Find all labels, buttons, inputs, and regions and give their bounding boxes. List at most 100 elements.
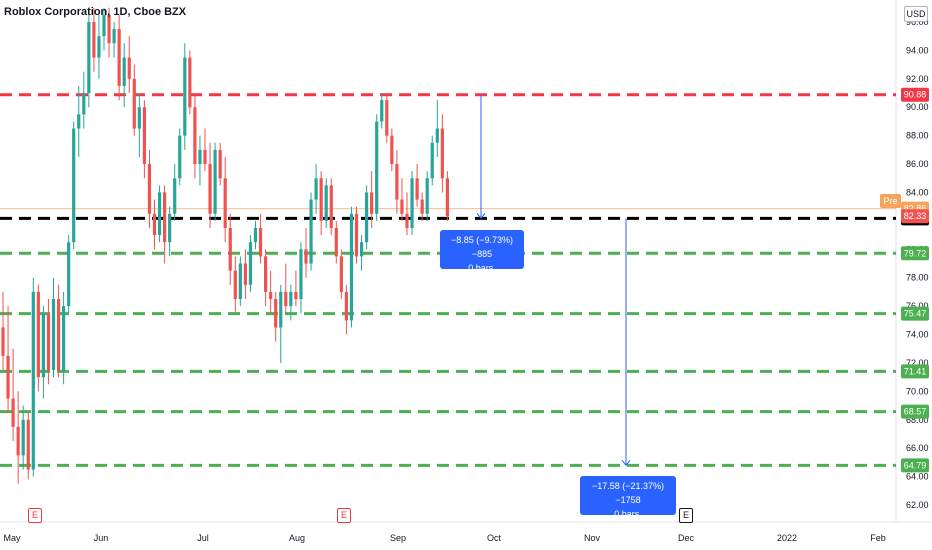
y-tick-label: 66.00 [906, 443, 929, 453]
candle-body [117, 29, 121, 86]
candle-body [405, 213, 409, 228]
price-tag-bg [901, 209, 929, 224]
candle-body [400, 199, 404, 214]
candle-body [309, 199, 313, 264]
y-tick-label: 92.00 [906, 74, 929, 84]
candle-body [314, 178, 318, 200]
measure-box-2: −17.58 (−21.37%) −1758 0 bars, [580, 476, 676, 519]
candle-body [46, 313, 51, 371]
candle-body [269, 291, 273, 300]
candle-body [193, 107, 197, 165]
y-tick-label: 90.00 [906, 102, 929, 112]
x-tick-label: Jun [94, 533, 109, 543]
candle-body [112, 29, 116, 44]
candle-body [147, 164, 152, 214]
level-tag-bg [901, 458, 929, 473]
x-tick-label: Oct [487, 533, 502, 543]
x-tick-label: Sep [390, 533, 406, 543]
measure-arrow-1-head [476, 213, 486, 220]
level-tag-bg [901, 306, 929, 321]
measure-box-1-bars: 0 bars, [468, 263, 496, 273]
measure-box-2-change: −17.58 (−21.37%) −1758 [591, 481, 665, 505]
chart-title: Roblox Corporation, 1D, Cboe BZX [4, 6, 187, 18]
candle-body [142, 107, 146, 165]
y-tick-label: 88.00 [906, 131, 929, 141]
candle-body [339, 256, 343, 292]
candle-body [395, 164, 399, 200]
currency-button[interactable]: USD [904, 6, 928, 22]
candle-body [304, 249, 308, 264]
candle-body [127, 57, 131, 79]
candle-body [253, 227, 258, 243]
level-tag-75.47: 75.47 [904, 309, 927, 319]
level-tag-71.41: 71.41 [904, 366, 927, 376]
candle-body [354, 213, 359, 257]
candle-body [258, 227, 263, 257]
candle-body [26, 419, 30, 470]
y-tick-label: 72.00 [906, 358, 929, 368]
y-tick-label: 64.00 [906, 472, 929, 482]
candle-body [173, 178, 177, 214]
candle-body [344, 291, 348, 321]
candle-body [183, 57, 187, 136]
pre-market-tag: Pre [880, 194, 901, 208]
candle-body [152, 213, 157, 236]
candle-body [122, 57, 126, 86]
price-tag-82.33: 82.33 [904, 211, 927, 221]
candle-body [385, 100, 389, 136]
candle-body [294, 291, 298, 300]
candle-body [31, 291, 35, 470]
x-tick-label: Aug [289, 533, 305, 543]
time-axis[interactable]: May Jun Jul Aug Sep Oct Nov Dec 2022 Feb [3, 533, 885, 543]
y-tick-label: 68.00 [906, 415, 929, 425]
candle-body [157, 192, 162, 236]
level-tag-68.57: 68.57 [904, 407, 927, 417]
candle-body [62, 306, 66, 371]
candle-body [410, 178, 414, 228]
candle-body [87, 22, 91, 94]
candle-body [359, 242, 364, 257]
candle-body [228, 227, 232, 271]
y-tick-label: 70.00 [906, 386, 929, 396]
candle-body [218, 149, 222, 179]
candle-body [380, 100, 384, 122]
candle-body [72, 128, 76, 243]
candle-body [77, 114, 81, 129]
candle-body [445, 178, 449, 217]
candle-body [264, 256, 268, 292]
candle-body [274, 299, 278, 328]
y-tick-label: 94.00 [906, 45, 929, 55]
y-tick-label: 96.00 [906, 17, 929, 27]
candle-body [6, 355, 10, 399]
candle-body [248, 242, 253, 285]
candle-body [97, 36, 101, 58]
candle-body [243, 263, 247, 285]
candle-body [223, 178, 227, 228]
candlestick-series [1, 7, 449, 484]
candle-body [102, 14, 106, 37]
candle-body [440, 128, 444, 179]
candle-body [420, 199, 424, 214]
candle-body [67, 242, 71, 307]
price-axis[interactable]: 62.00 64.00 66.00 68.00 70.00 72.00 74.00 76.00… [901, 17, 929, 510]
price-tag-82.86: 82.86 [904, 204, 927, 214]
candle-body [284, 291, 288, 307]
x-tick-label: May [3, 533, 21, 543]
earnings-marker-dec[interactable]: E [679, 508, 693, 523]
level-tag-79.72: 79.72 [904, 248, 927, 258]
candle-body [233, 270, 237, 300]
earnings-marker-aug[interactable]: E [337, 508, 351, 523]
y-tick-label: 86.00 [906, 159, 929, 169]
earnings-marker-may[interactable]: E [28, 508, 42, 523]
candle-body [137, 107, 141, 129]
candle-body [425, 178, 429, 214]
candle-body [324, 185, 328, 221]
candle-body [238, 263, 242, 300]
candle-body [213, 149, 217, 214]
candle-body [415, 178, 419, 200]
candle-body [16, 426, 20, 456]
candle-body [329, 185, 333, 228]
candle-body [198, 149, 202, 165]
y-tick-label: 78.00 [906, 273, 929, 283]
